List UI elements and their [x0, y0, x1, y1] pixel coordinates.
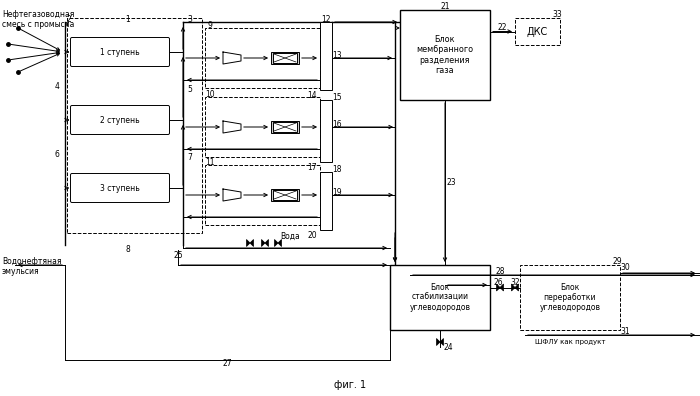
- Text: 22: 22: [498, 23, 508, 32]
- Bar: [515, 18, 560, 45]
- Polygon shape: [278, 240, 281, 246]
- Text: 33: 33: [552, 10, 562, 19]
- Text: 6: 6: [55, 150, 60, 158]
- Bar: [520, 265, 620, 330]
- Text: 28: 28: [495, 267, 505, 276]
- Text: ШФЛУ как продукт: ШФЛУ как продукт: [535, 339, 606, 345]
- Text: 23: 23: [446, 178, 456, 187]
- Text: 17: 17: [307, 162, 317, 171]
- Text: 16: 16: [332, 120, 342, 128]
- Text: 9: 9: [208, 21, 212, 29]
- Text: Водонефтяная
эмульсия: Водонефтяная эмульсия: [2, 257, 62, 276]
- Text: 32: 32: [510, 278, 520, 287]
- Text: Нефтегазоводная
смесь с промысла: Нефтегазоводная смесь с промысла: [2, 10, 74, 29]
- Polygon shape: [274, 240, 278, 246]
- Text: 24: 24: [443, 343, 453, 352]
- Text: 7: 7: [188, 152, 193, 162]
- Text: Вода: Вода: [280, 232, 300, 240]
- Text: 4: 4: [55, 82, 60, 91]
- Polygon shape: [265, 240, 269, 246]
- Bar: [271, 52, 299, 64]
- Text: 2 ступень: 2 ступень: [100, 116, 140, 124]
- Polygon shape: [500, 284, 503, 291]
- Bar: [67, 18, 202, 233]
- Bar: [390, 265, 490, 330]
- Text: 2: 2: [66, 15, 71, 23]
- Bar: [273, 122, 297, 132]
- Text: 3 ступень: 3 ступень: [100, 183, 140, 192]
- FancyBboxPatch shape: [71, 38, 169, 67]
- Text: Блок
стабилизации
углеводородов: Блок стабилизации углеводородов: [410, 283, 470, 312]
- Polygon shape: [262, 240, 265, 246]
- Text: 19: 19: [332, 187, 342, 196]
- Bar: [271, 189, 299, 201]
- Bar: [400, 10, 490, 100]
- Text: Блок
мембранного
разделения
газа: Блок мембранного разделения газа: [416, 35, 474, 75]
- Polygon shape: [223, 52, 241, 64]
- Text: 20: 20: [307, 230, 317, 240]
- Text: 14: 14: [307, 91, 317, 99]
- Bar: [320, 22, 332, 90]
- Text: ДКС: ДКС: [527, 27, 548, 36]
- Text: фиг. 1: фиг. 1: [334, 380, 366, 390]
- Text: 27: 27: [223, 360, 232, 369]
- Text: 1: 1: [125, 15, 130, 23]
- FancyBboxPatch shape: [71, 105, 169, 135]
- Text: 30: 30: [620, 263, 630, 272]
- Polygon shape: [223, 189, 241, 201]
- Bar: [273, 53, 297, 63]
- Text: 18: 18: [332, 164, 342, 173]
- Text: 31: 31: [620, 326, 630, 335]
- Polygon shape: [515, 284, 519, 291]
- Text: 25: 25: [173, 251, 183, 259]
- Polygon shape: [250, 240, 253, 246]
- Text: 26: 26: [494, 278, 503, 287]
- Polygon shape: [223, 121, 241, 133]
- FancyBboxPatch shape: [71, 173, 169, 202]
- Bar: [271, 121, 299, 133]
- Bar: [205, 28, 320, 88]
- Text: 3: 3: [188, 15, 193, 23]
- Text: 21: 21: [440, 2, 449, 11]
- Text: Блок
переработки
углеводородов: Блок переработки углеводородов: [540, 283, 601, 312]
- Polygon shape: [496, 284, 500, 291]
- Bar: [273, 190, 297, 200]
- Polygon shape: [437, 339, 440, 345]
- Text: 13: 13: [332, 51, 342, 59]
- Text: 12: 12: [321, 15, 330, 23]
- Bar: [205, 97, 320, 157]
- Text: 1 ступень: 1 ступень: [100, 48, 140, 57]
- Text: 15: 15: [332, 93, 342, 101]
- Polygon shape: [512, 284, 515, 291]
- Text: 11: 11: [205, 158, 215, 166]
- Text: 5: 5: [188, 84, 193, 93]
- Bar: [205, 165, 320, 225]
- Bar: [320, 172, 332, 230]
- Bar: [320, 100, 332, 162]
- Text: 10: 10: [205, 89, 215, 99]
- Text: 29: 29: [612, 257, 622, 265]
- Text: 8: 8: [125, 244, 130, 253]
- Polygon shape: [246, 240, 250, 246]
- Polygon shape: [440, 339, 444, 345]
